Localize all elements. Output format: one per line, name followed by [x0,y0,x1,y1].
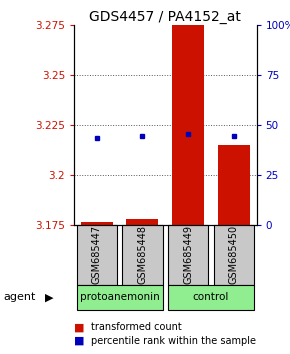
Text: ■: ■ [74,322,84,332]
Text: ■: ■ [74,336,84,346]
Text: percentile rank within the sample: percentile rank within the sample [91,336,256,346]
Text: ▶: ▶ [45,292,53,302]
Bar [168,285,254,310]
Bar [172,25,204,225]
Bar [77,225,117,285]
Bar [214,225,254,285]
Text: GSM685450: GSM685450 [229,225,239,285]
Title: GDS4457 / PA4152_at: GDS4457 / PA4152_at [89,10,241,24]
Text: GSM685449: GSM685449 [183,225,193,284]
Bar [122,225,163,285]
Bar [77,285,163,310]
Text: transformed count: transformed count [91,322,182,332]
Text: GSM685448: GSM685448 [137,225,147,284]
Text: control: control [193,292,229,302]
Text: GSM685447: GSM685447 [92,225,102,285]
Bar [126,219,158,225]
Text: protoanemonin: protoanemonin [80,292,160,302]
Bar [218,145,250,225]
Bar [168,225,208,285]
Bar [81,222,113,225]
Text: agent: agent [3,292,35,302]
